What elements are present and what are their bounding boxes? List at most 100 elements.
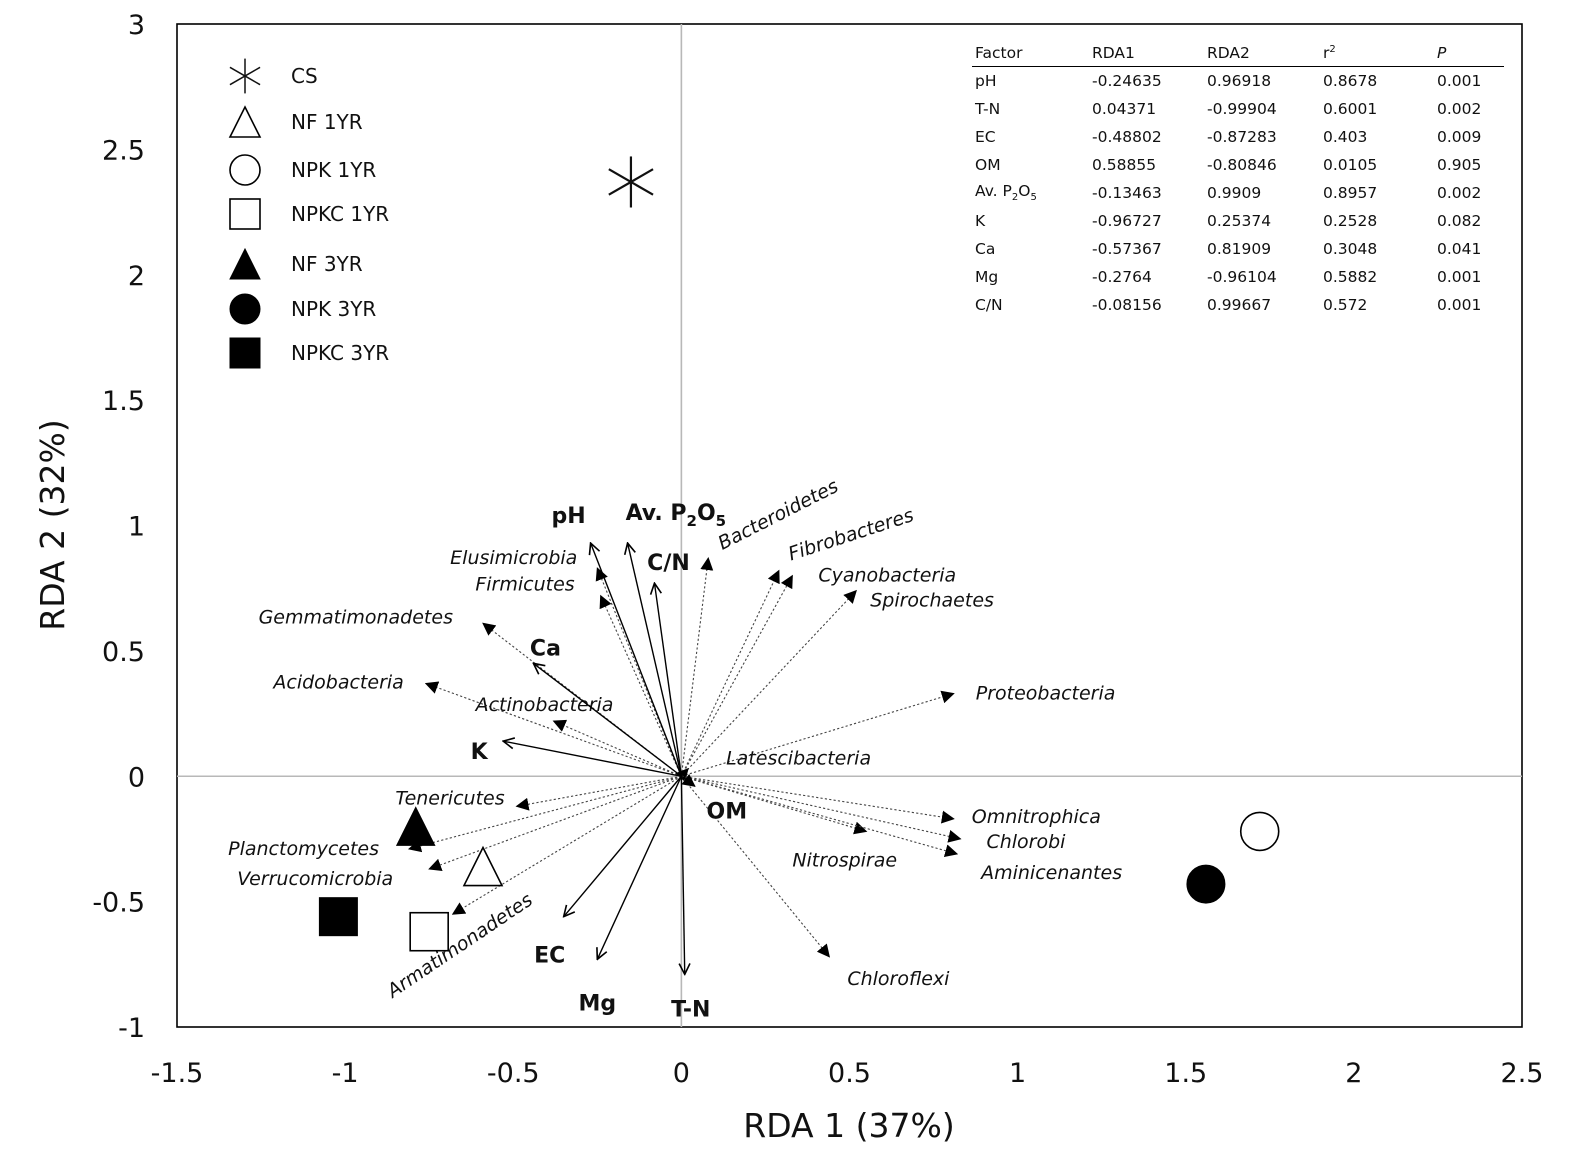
sample-npkc-3yr <box>318 897 358 937</box>
circle-shape <box>1239 811 1280 852</box>
p-cell: 0.082 <box>1437 212 1482 230</box>
x-tick-label: -0.5 <box>487 1058 540 1089</box>
env-vector-ec <box>564 775 682 916</box>
phylum-label-gemmatimonadetes: Gemmatimonadetes <box>259 606 454 628</box>
table-header-cell: P <box>1434 40 1504 67</box>
legend-label: NF 3YR <box>291 252 363 276</box>
legend-item-nf-3yr: NF 3YR <box>229 247 363 280</box>
env-label-ph: pH <box>552 504 586 529</box>
rda2-cell: 0.96918 <box>1207 72 1272 90</box>
r2-cell: 0.8957 <box>1323 184 1378 202</box>
square-shape <box>229 198 261 230</box>
square-shape <box>318 897 358 937</box>
triangle-shape <box>462 845 504 887</box>
env-vector-t-n <box>681 776 684 974</box>
phylum-label-elusimicrobia: Elusimicrobia <box>450 547 577 569</box>
legend-label: NPKC 3YR <box>291 341 389 365</box>
asterisk-stroke <box>608 168 654 196</box>
phylum-vector-omnitrophica <box>681 775 955 824</box>
rda2-cell: 0.99667 <box>1207 296 1272 314</box>
legend-label: NPKC 1YR <box>291 202 389 226</box>
env-vector-k <box>503 741 682 777</box>
p-cell: 0.002 <box>1437 100 1482 118</box>
p-cell: 0.002 <box>1437 184 1482 202</box>
rda2-cell: -0.80846 <box>1207 156 1277 174</box>
phylum-label-chloroflexi: Chloroflexi <box>847 968 950 990</box>
table-row-mg: Mg -0.2764 -0.96104 0.5882 0.001 <box>972 263 1504 291</box>
header-text: r <box>1323 44 1330 63</box>
y-tick-label: 3 <box>128 10 145 41</box>
legend-item-cs: CS <box>229 58 318 94</box>
x-tick-label: 2 <box>1345 1058 1362 1089</box>
r2-cell: 0.0105 <box>1323 156 1378 174</box>
text-part: 2 <box>687 512 697 530</box>
phylum-label-cyanobacteria: Cyanobacteria <box>818 565 956 587</box>
sample-cs <box>608 156 654 208</box>
env-vector-av-p <box>628 543 683 777</box>
y-axis-title: RDA 2 (32%) <box>33 419 72 630</box>
r2-cell: 0.2528 <box>1323 212 1378 230</box>
phylum-label-planctomycetes: Planctomycetes <box>228 838 379 860</box>
factor-part: Av. P <box>975 182 1012 201</box>
square-shape <box>409 911 449 952</box>
p-cell: 0.009 <box>1437 128 1482 146</box>
r2-cell: 0.8678 <box>1323 72 1378 90</box>
table-header-row: Factor RDA1 RDA2 r2 P <box>972 40 1504 67</box>
rda2-cell: 0.81909 <box>1207 240 1272 258</box>
y-tick-label: 0.5 <box>102 637 145 668</box>
text-part: 5 <box>716 512 726 530</box>
phylum-label-armatimonadetes: Armatimonadetes <box>382 889 537 1004</box>
legend-item-npkc-1yr: NPKC 1YR <box>229 198 389 230</box>
env-vector-ca <box>533 663 682 777</box>
phylum-label-nitrospirae: Nitrospirae <box>792 849 897 871</box>
y-tick-label: 1.5 <box>102 386 145 417</box>
factor-cell: T-N <box>975 100 1001 118</box>
phylum-vector-fibrobacteres <box>680 569 780 777</box>
sample-npk-1yr <box>1239 811 1280 852</box>
env-label-mg: Mg <box>578 991 616 1016</box>
table-header-cell: RDA1 <box>1089 40 1204 67</box>
phylum-vector-planctomycetes <box>407 775 682 853</box>
y-tick-label: 0 <box>128 762 145 793</box>
rda2-cell: -0.87283 <box>1207 128 1277 146</box>
legend-label: CS <box>291 64 318 88</box>
phylum-vector-bacteroidetes <box>680 557 714 777</box>
factor-cell: pH <box>975 72 997 90</box>
circle-shape <box>229 293 261 325</box>
phylum-label-chlorobi: Chlorobi <box>986 831 1066 853</box>
circle-shape <box>229 154 261 186</box>
rda1-cell: 0.04371 <box>1092 100 1157 118</box>
rda2-cell: -0.96104 <box>1207 268 1277 286</box>
p-cell: 0.041 <box>1437 240 1482 258</box>
x-tick-label: 2.5 <box>1501 1058 1544 1089</box>
sample-npkc-1yr <box>409 911 449 952</box>
phylum-label-latescibacteria: Latescibacteria <box>726 748 871 770</box>
env-vector-c-n <box>654 583 683 777</box>
r2-cell: 0.403 <box>1323 128 1368 146</box>
phylum-label-omnitrophica: Omnitrophica <box>972 806 1101 828</box>
text-part: O <box>697 501 716 526</box>
x-tick-label: 1 <box>1009 1058 1026 1089</box>
phylum-label-tenericutes: Tenericutes <box>395 787 504 809</box>
triangle-shape <box>229 247 261 280</box>
rda1-cell: -0.2764 <box>1092 268 1152 286</box>
env-vector-mg <box>597 775 683 959</box>
legend-marker-npk-1yr <box>229 154 261 186</box>
x-tick-label: -1.5 <box>151 1058 204 1089</box>
env-vector-ph <box>591 543 683 777</box>
env-vector-om <box>680 773 696 787</box>
phylum-vector-chloroflexi <box>680 775 831 958</box>
legend-label: NPK 1YR <box>291 158 376 182</box>
phylum-vector-cyanobacteria <box>680 574 793 777</box>
legend-marker-npk-3yr <box>229 293 261 325</box>
header-superscript: 2 <box>1329 43 1336 55</box>
phylum-vector-spirochaetes <box>680 589 857 777</box>
env-label-c-n: C/N <box>647 551 690 576</box>
env-label-ca: Ca <box>530 636 561 661</box>
env-label-k: K <box>471 740 489 765</box>
table-header-cell: Factor <box>972 40 1089 67</box>
phylum-label-acidobacteria: Acidobacteria <box>271 671 403 693</box>
sample-npk-3yr <box>1186 864 1226 904</box>
rda1-cell: 0.58855 <box>1092 156 1157 174</box>
